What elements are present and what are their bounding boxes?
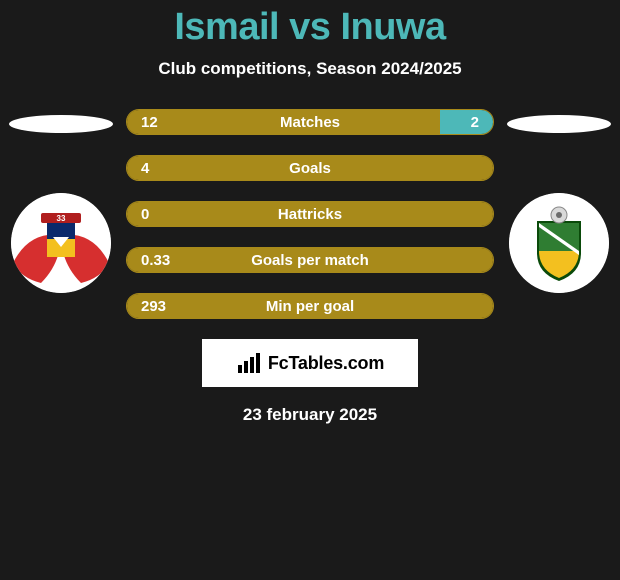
svg-text:33: 33 (57, 214, 66, 223)
page-title: Ismail vs Inuwa (0, 6, 620, 49)
comparison-card: Ismail vs Inuwa Club competitions, Seaso… (0, 0, 620, 580)
bar-mpg-label: Min per goal (127, 298, 493, 315)
bar-hattricks: 0 Hattricks (126, 201, 494, 227)
bar-matches: 12 Matches 2 (126, 109, 494, 135)
brand-text: FcTables.com (268, 353, 384, 374)
subtitle: Club competitions, Season 2024/2025 (0, 59, 620, 79)
right-player-ellipse (507, 115, 611, 133)
bar-gpm-label: Goals per match (127, 252, 493, 269)
date: 23 february 2025 (126, 405, 494, 425)
bar-matches-label: Matches (127, 114, 493, 131)
left-player-ellipse (9, 115, 113, 133)
left-crest-svg: 33 (11, 193, 111, 293)
brand-bars-icon (236, 351, 264, 375)
bar-matches-val-right: 2 (471, 114, 479, 131)
bar-hattricks-label: Hattricks (127, 206, 493, 223)
left-crest: 33 (11, 193, 111, 293)
left-column: 33 (8, 109, 114, 293)
right-crest-svg (509, 193, 609, 293)
right-crest (509, 193, 609, 293)
brand-pill: FcTables.com (202, 339, 418, 387)
stats-bars: 12 Matches 2 4 Goals 0 Hattricks 0.33 Go… (114, 109, 506, 425)
bar-goals: 4 Goals (126, 155, 494, 181)
bar-gpm: 0.33 Goals per match (126, 247, 494, 273)
bar-mpg: 293 Min per goal (126, 293, 494, 319)
right-column (506, 109, 612, 293)
main-row: 33 12 Matches 2 4 Goals 0 Hattricks (0, 109, 620, 425)
bar-goals-label: Goals (127, 160, 493, 177)
